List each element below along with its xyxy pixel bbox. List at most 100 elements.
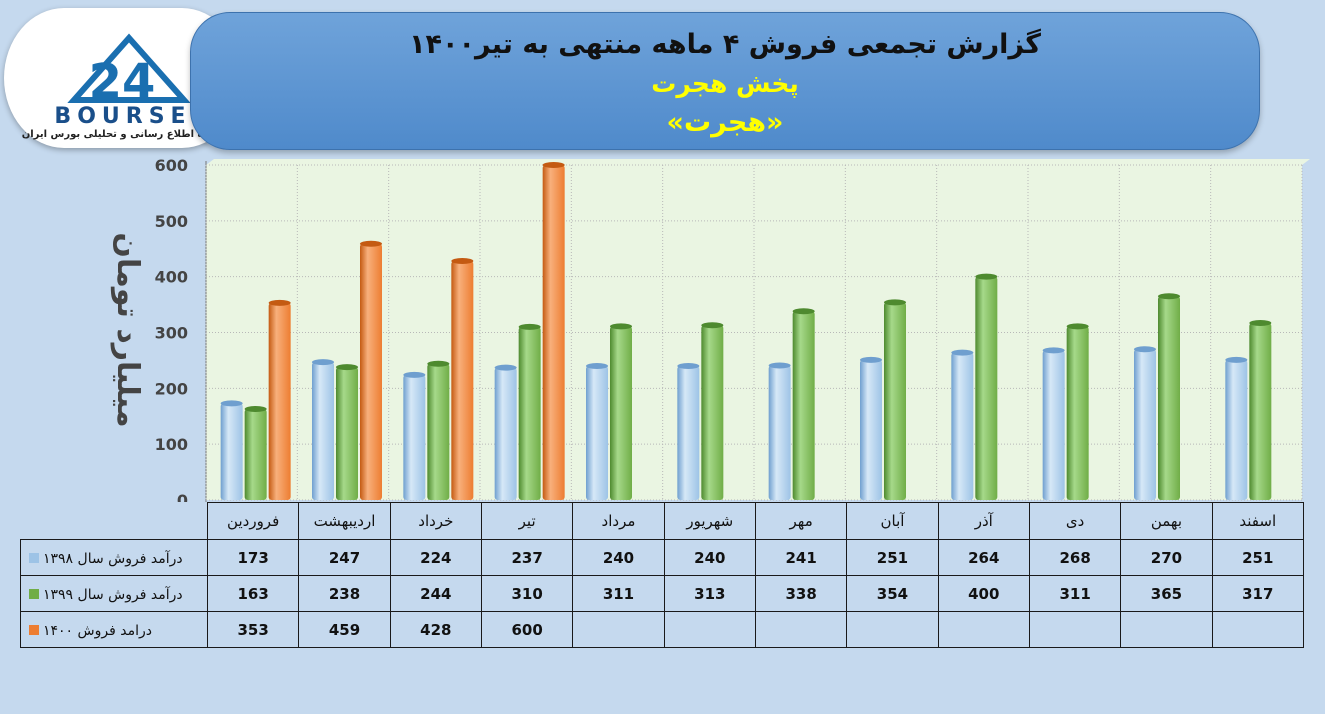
bar-top (403, 371, 426, 378)
category-label: اسفند (1211, 502, 1304, 540)
bar (244, 408, 267, 500)
table-cell (663, 611, 756, 648)
category-label: تیر (480, 502, 574, 540)
table-cell (1028, 611, 1122, 648)
stock-symbol: «هجرت» (666, 107, 784, 138)
bar-top (451, 258, 474, 265)
bar-top (518, 323, 541, 330)
bar (701, 325, 724, 500)
bar (336, 367, 358, 500)
logo-number: 24 (89, 54, 156, 108)
table-cell: 268 (1028, 539, 1122, 576)
bar (360, 243, 382, 500)
legend-label: درآمد فروش سال ۱۳۹۸ (43, 550, 183, 567)
legend-swatch (29, 625, 39, 635)
table-cell (1120, 611, 1213, 648)
bar (1158, 296, 1180, 500)
table-cell (937, 611, 1030, 648)
category-label: دی (1028, 502, 1122, 540)
table-cell: 247 (298, 539, 391, 576)
table-cell (1211, 611, 1304, 648)
bar (1225, 359, 1248, 500)
bar (268, 302, 291, 500)
table-cell: 264 (937, 539, 1030, 576)
legend-entry: درامد فروش ۱۴۰۰ (20, 611, 208, 648)
bar-top (1225, 356, 1248, 363)
table-cell: 251 (846, 539, 939, 576)
bar (1134, 349, 1156, 500)
legend-label: درامد فروش ۱۴۰۰ (43, 622, 152, 639)
bar-top (951, 349, 974, 356)
logo-tagline: پایگاه اطلاع رسانی و تحلیلی بورس ایران (21, 129, 225, 140)
category-label: خرداد (389, 502, 482, 540)
bar-top (1066, 323, 1089, 330)
bar-top (1249, 320, 1272, 327)
bar (403, 374, 426, 500)
bar-top (768, 362, 791, 369)
bar (860, 359, 882, 500)
category-label: فروردین (206, 502, 300, 540)
table-cell: 240 (663, 539, 756, 576)
bar-top (1042, 347, 1065, 354)
table-cell: 311 (1028, 575, 1122, 612)
bar (451, 261, 474, 500)
logo-word: BOURSE (54, 104, 192, 129)
legend-swatch (29, 553, 39, 563)
table-cell (754, 611, 848, 648)
bar (1042, 350, 1065, 500)
gridlines (205, 164, 1303, 501)
plot-background (206, 159, 1310, 500)
legend-swatch (29, 589, 39, 599)
bar (1066, 326, 1089, 500)
table-cell: 237 (480, 539, 574, 576)
table-cell: 238 (298, 575, 391, 612)
y-tick-label: 200 (155, 379, 188, 398)
legend-entry: درآمد فروش سال ۱۳۹۹ (20, 575, 208, 612)
category-label: آذر (937, 502, 1030, 540)
category-row: فروردین اردیبهشت خرداد تیر مرداد شهریور مهر آبا… (21, 502, 1304, 540)
legend-entry: درآمد فروش سال ۱۳۹۸ (20, 539, 208, 576)
y-tick-label: 300 (155, 324, 188, 343)
table-cell: 270 (1120, 539, 1213, 576)
y-axis-label: میلیارد تومان (110, 232, 145, 427)
table-cell: 240 (572, 539, 665, 576)
table-cell: 311 (572, 575, 665, 612)
bar-top (1134, 346, 1156, 353)
table-cell: 354 (846, 575, 939, 612)
bar-top (610, 323, 632, 330)
bar (884, 302, 906, 500)
bar-top (975, 273, 998, 280)
bar (518, 326, 541, 500)
table-cell: 600 (480, 611, 574, 648)
bar (427, 363, 450, 500)
table-cell: 317 (1211, 575, 1304, 612)
page-subtitle: پخش هجرت (651, 69, 799, 98)
table-row: درامد فروش ۱۴۰۰ 353 459 428 600 (20, 611, 1304, 648)
bar-top (268, 299, 291, 306)
bar-top (220, 400, 243, 407)
bar (792, 311, 815, 500)
bar (768, 365, 791, 500)
legend-label: درآمد فروش سال ۱۳۹۹ (43, 586, 183, 603)
table-cell: 224 (389, 539, 482, 576)
category-label: مهر (754, 502, 848, 540)
bar-top (701, 322, 724, 329)
table-cell: 353 (206, 611, 300, 648)
y-tick-label: 600 (155, 156, 188, 175)
table-cell (572, 611, 665, 648)
bar-top (494, 364, 517, 371)
category-label: مرداد (572, 502, 665, 540)
bar-top (792, 308, 815, 315)
bar (1249, 323, 1272, 500)
table-corner (21, 503, 208, 540)
bar (610, 326, 632, 500)
bar-top (677, 363, 700, 369)
category-label: شهریور (663, 502, 756, 540)
page-title: گزارش تجمعی فروش ۴ ماهه منتهی به تیر۱۴۰۰ (409, 29, 1041, 60)
bar-top (542, 162, 565, 168)
bar (220, 403, 243, 500)
table-row: درآمد فروش سال ۱۳۹۸ 173 247 224 237 240 240 241… (20, 539, 1304, 576)
bar (312, 362, 334, 500)
bar-top (860, 356, 882, 363)
bar-top (884, 299, 906, 306)
